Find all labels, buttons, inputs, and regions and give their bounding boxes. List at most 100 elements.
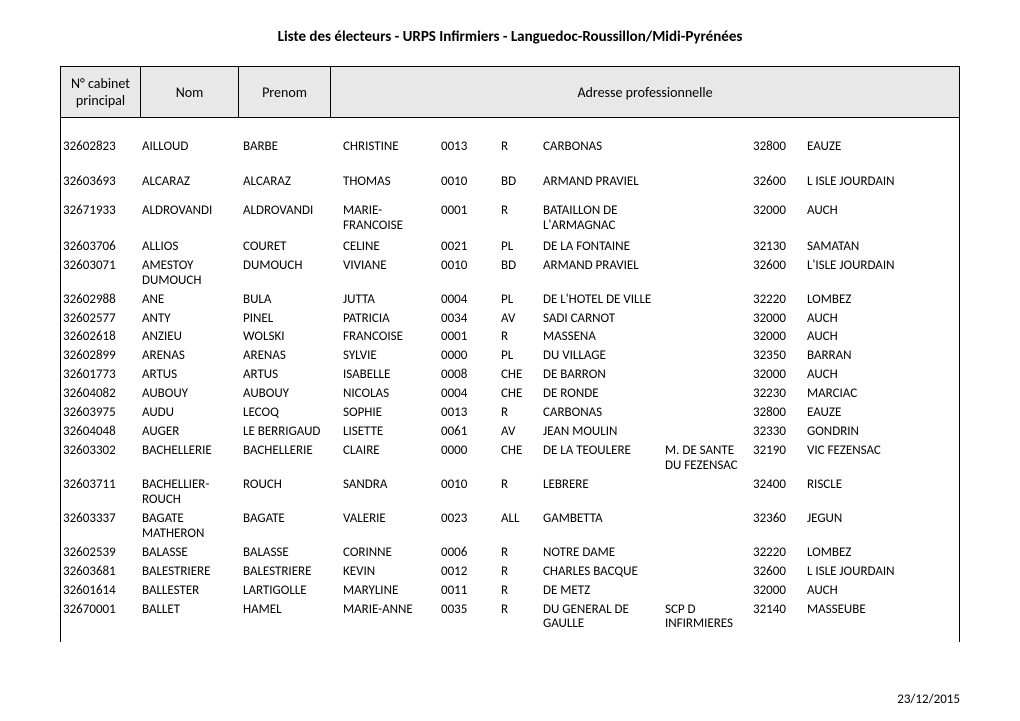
cell: 32000 (751, 584, 805, 599)
cell: 32603711 (61, 478, 140, 508)
cell: AUGER (140, 425, 241, 440)
cell: 0010 (439, 259, 499, 289)
cell: MASSEUBE (805, 603, 959, 633)
cell: SAMATAN (805, 240, 959, 255)
cell: 0000 (439, 444, 499, 474)
cell: 32603693 (61, 175, 140, 190)
cell: NICOLAS (341, 387, 439, 402)
cell: DUMOUCH (241, 259, 341, 289)
cell (663, 546, 751, 561)
cell: LISETTE (341, 425, 439, 440)
cell (663, 478, 751, 508)
cell: 32601773 (61, 368, 140, 383)
cell: 32330 (751, 425, 805, 440)
cell: AUCH (805, 368, 959, 383)
cell: M. DE SANTE DU FEZENSAC (663, 444, 751, 474)
table-row: 32602823AILLOUDBARBECHRISTINE0013RCARBON… (61, 130, 959, 165)
cell (663, 512, 751, 542)
cell: EAUZE (805, 406, 959, 421)
cell: 32400 (751, 478, 805, 508)
cell: 32000 (751, 330, 805, 345)
cell: AUCH (805, 204, 959, 234)
cell: ALCARAZ (140, 175, 241, 190)
table-row: 32603302BACHELLERIEBACHELLERIECLAIRE0000… (61, 442, 959, 476)
cell: 32603681 (61, 565, 140, 580)
cell: AUBOUY (241, 387, 341, 402)
cell: DE L'HOTEL DE VILLE (541, 293, 663, 308)
cell: MASSENA (541, 330, 663, 345)
cell: SADI CARNOT (541, 312, 663, 327)
cell: PL (499, 349, 541, 364)
cell: R (499, 546, 541, 561)
cell (663, 584, 751, 599)
cell: ALDROVANDI (140, 204, 241, 234)
table-row: 32601614BALLESTERLARTIGOLLEMARYLINE0011R… (61, 582, 959, 601)
cell: R (499, 330, 541, 345)
cell: PL (499, 293, 541, 308)
cell: PL (499, 240, 541, 255)
cell: SCP D INFIRMIERES (663, 603, 751, 633)
cell: 0004 (439, 293, 499, 308)
cell (663, 293, 751, 308)
cell: 32190 (751, 444, 805, 474)
table-row: 32603706ALLIOSCOURETCELINE0021PLDE LA FO… (61, 238, 959, 257)
cell (663, 175, 751, 190)
table-row: 32603711BACHELLIER-ROUCHROUCHSANDRA0010 R… (61, 476, 959, 510)
cell: 0010 (439, 478, 499, 508)
cell (663, 565, 751, 580)
cell: L ISLE JOURDAIN (805, 565, 959, 580)
cell: BATAILLON DE L'ARMAGNAC (541, 204, 663, 234)
cell: BAGATE MATHERON (140, 512, 241, 542)
col-adresse: Adresse professionnelle (331, 67, 959, 117)
cell: 32603975 (61, 406, 140, 421)
cell: SANDRA (341, 478, 439, 508)
cell (663, 140, 751, 155)
cell: GONDRIN (805, 425, 959, 440)
cell: CHE (499, 387, 541, 402)
cell: 0023 (439, 512, 499, 542)
cell: KEVIN (341, 565, 439, 580)
cell: 32600 (751, 565, 805, 580)
cell: HAMEL (241, 603, 341, 633)
cell: CORINNE (341, 546, 439, 561)
cell: COURET (241, 240, 341, 255)
cell: DU VILLAGE (541, 349, 663, 364)
cell: LEBRERE (541, 478, 663, 508)
cell: 32604082 (61, 387, 140, 402)
cell: 32604048 (61, 425, 140, 440)
cell: BAGATE (241, 512, 341, 542)
cell: R (499, 140, 541, 155)
cell: RISCLE (805, 478, 959, 508)
cell: PATRICIA (341, 312, 439, 327)
cell (663, 406, 751, 421)
cell: 32601614 (61, 584, 140, 599)
cell: AUCH (805, 584, 959, 599)
cell: ALDROVANDI (241, 204, 341, 234)
cell: CHRISTINE (341, 140, 439, 155)
cell: BD (499, 175, 541, 190)
cell: R (499, 584, 541, 599)
cell: 32600 (751, 175, 805, 190)
footer-date: 23/12/2015 (897, 692, 960, 707)
table-row: 32602988ANEBULAJUTTA0004PLDE L'HOTEL DE … (61, 291, 959, 310)
cell: LECOQ (241, 406, 341, 421)
cell: DE LA FONTAINE (541, 240, 663, 255)
table-row: 32602618ANZIEUWOLSKIFRANCOISE0001RMASSEN… (61, 328, 959, 347)
table-row: 32671933ALDROVANDIALDROVANDIMARIE-FRANCO… (61, 200, 959, 238)
cell: 32603302 (61, 444, 140, 474)
cell: LE BERRIGAUD (241, 425, 341, 440)
cell: 32602899 (61, 349, 140, 364)
cell: 0035 (439, 603, 499, 633)
table-row: 32603071AMESTOY DUMOUCHDUMOUCHVIVIANE001… (61, 257, 959, 291)
cell: BACHELLIER-ROUCH (140, 478, 241, 508)
table-row: 32603681BALESTRIEREBALESTRIEREKEVIN0012R… (61, 563, 959, 582)
col-cabinet: N° cabinet principal (61, 67, 141, 117)
cell (663, 387, 751, 402)
table-row: 32602539BALASSEBALASSECORINNE0006RNOTRE … (61, 544, 959, 563)
cell: BACHELLERIE (140, 444, 241, 474)
cell: CARBONAS (541, 406, 663, 421)
cell: ALL (499, 512, 541, 542)
cell: L ISLE JOURDAIN (805, 175, 959, 190)
cell: 32230 (751, 387, 805, 402)
cell: ROUCH (241, 478, 341, 508)
